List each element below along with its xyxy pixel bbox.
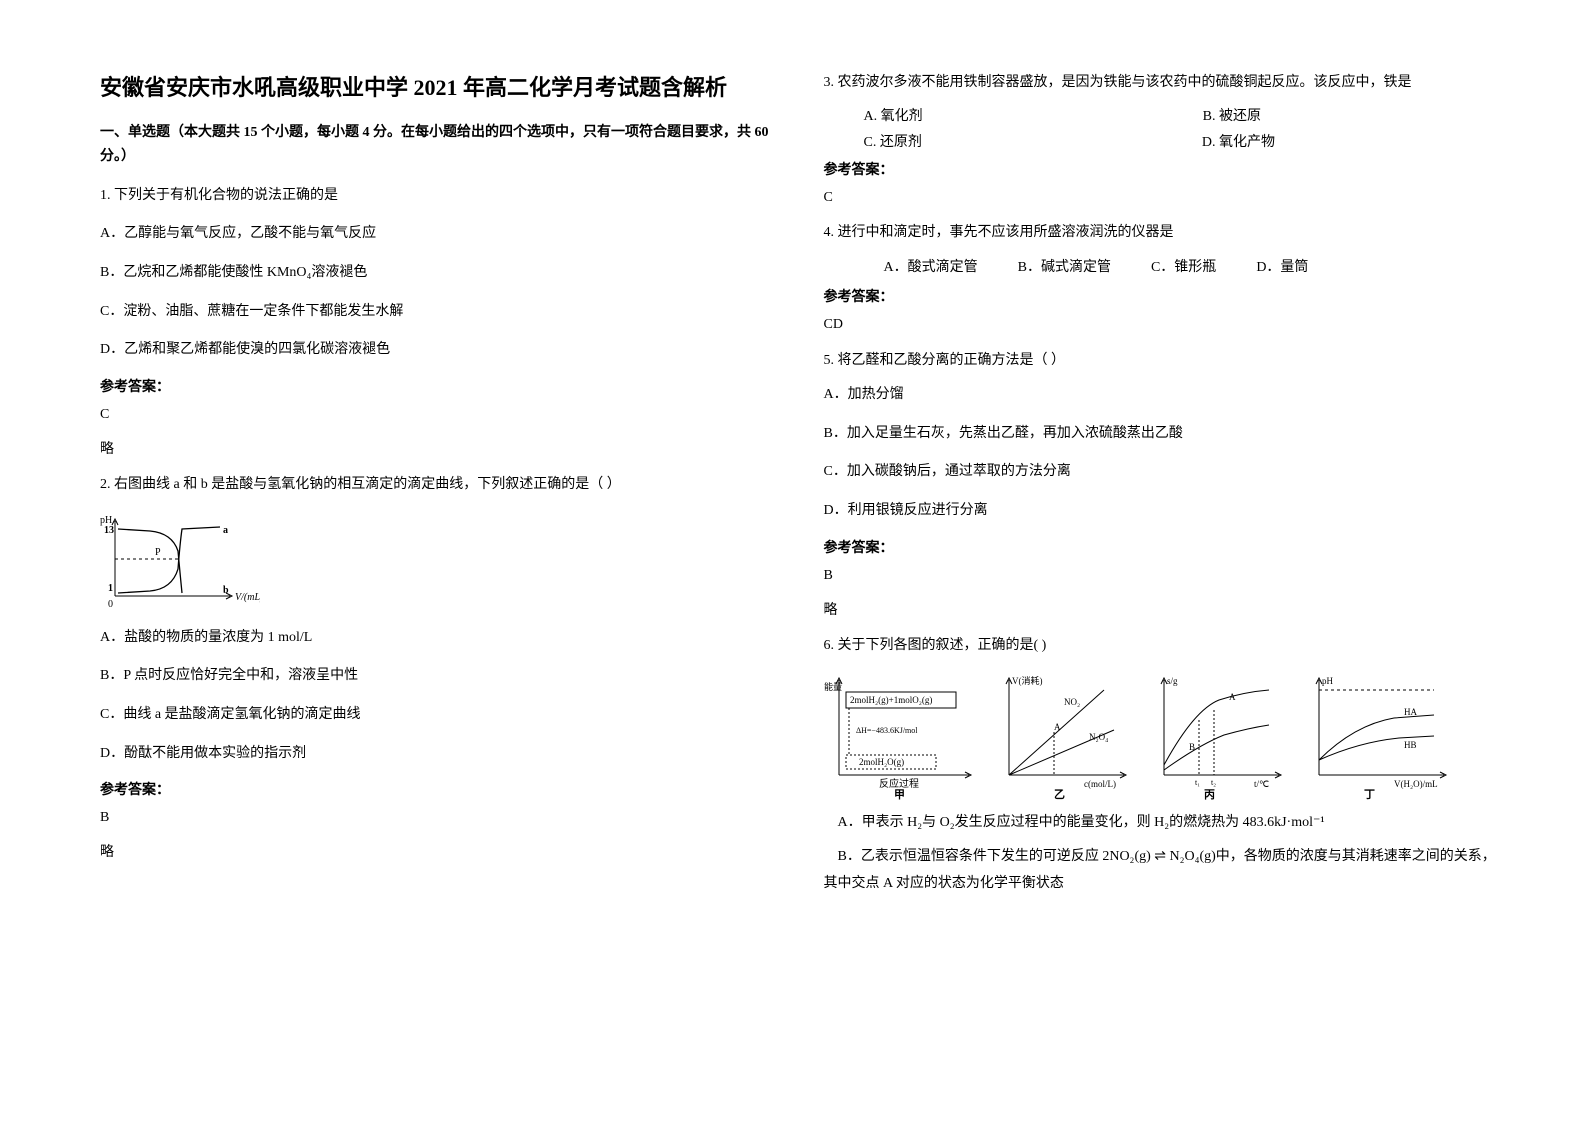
q6-yi-l1: NO₂ bbox=[1064, 697, 1080, 707]
q2-y-top: 13 bbox=[104, 525, 114, 536]
q3-ans-label: 参考答案： bbox=[824, 159, 1498, 179]
q2-stem: 2. 右图曲线 a 和 b 是盐酸与氢氧化钠的相互滴定的滴定曲线，下列叙述正确的… bbox=[100, 472, 774, 499]
q6-yi-l2: N₂O₄ bbox=[1089, 732, 1108, 742]
q6-figures: 2molH₂(g)+1molO₂(g) ΔH=−483.6KJ/mol 2mol… bbox=[824, 670, 1498, 800]
q4-stem: 4. 进行中和滴定时，事先不应该用所盛溶液润洗的仪器是 bbox=[824, 220, 1498, 247]
q2-origin: 0 bbox=[108, 599, 113, 610]
q6-bing-xlab: t/℃ bbox=[1254, 779, 1269, 789]
q6-jia-bot: 2molH₂O(g) bbox=[859, 757, 904, 767]
q1-stem: 1. 下列关于有机化合物的说法正确的是 bbox=[100, 183, 774, 210]
q2-ans-label: 参考答案： bbox=[100, 779, 774, 799]
q5-opt-c: C．加入碳酸钠后，通过萃取的方法分离 bbox=[824, 459, 1498, 486]
q6-ding-l2: HB bbox=[1404, 740, 1417, 750]
q6-yi-xlab: c(mol/L) bbox=[1084, 779, 1116, 789]
q2-opt-c: C．曲线 a 是盐酸滴定氢氧化钠的滴定曲线 bbox=[100, 702, 774, 729]
left-column: 安徽省安庆市水吼高级职业中学 2021 年高二化学月考试题含解析 一、单选题（本… bbox=[100, 70, 774, 1092]
q6-bing-tag: 丙 bbox=[1204, 788, 1215, 800]
q3-opt-c: C. 还原剂 bbox=[864, 131, 922, 151]
q6-stem: 6. 关于下列各图的叙述，正确的是( ) bbox=[824, 633, 1498, 660]
q1-note: 略 bbox=[100, 437, 774, 462]
q6-yi-tag: 乙 bbox=[1054, 788, 1065, 800]
q6-ding-ylab: pH bbox=[1322, 676, 1334, 686]
q6-yi-ylab: V(消耗) bbox=[1012, 675, 1043, 686]
q4-opt-c: C．锥形瓶 bbox=[1151, 256, 1216, 276]
q1-ans: C bbox=[100, 402, 774, 427]
q2-opt-a: A．盐酸的物质的量浓度为 1 mol/L bbox=[100, 625, 774, 652]
q1-opt-a: A．乙醇能与氧气反应，乙酸不能与氧气反应 bbox=[100, 221, 774, 248]
q4-opt-a: A．酸式滴定管 bbox=[884, 256, 978, 276]
q1-opt-b: B．乙烷和乙烯都能使酸性 KMnO₄溶液褪色 bbox=[100, 260, 774, 287]
q2-opt-b: B．P 点时反应恰好完全中和，溶液呈中性 bbox=[100, 663, 774, 690]
q6-bing-t2: t₂ bbox=[1211, 778, 1216, 787]
exam-title: 安徽省安庆市水吼高级职业中学 2021 年高二化学月考试题含解析 bbox=[100, 70, 774, 105]
q6-jia-ylab: 能量 bbox=[824, 681, 842, 692]
q5-note: 略 bbox=[824, 598, 1498, 623]
q2-note: 略 bbox=[100, 840, 774, 865]
q4-opt-d: D．量筒 bbox=[1256, 256, 1308, 276]
q2-opt-d: D．酚酞不能用做本实验的指示剂 bbox=[100, 741, 774, 768]
q3-opt-d: D. 氧化产物 bbox=[1202, 131, 1275, 151]
q6-opt-b: B．乙表示恒温恒容条件下发生的可逆反应 2NO₂(g) ⇌ N₂O₄(g)中，各… bbox=[824, 844, 1498, 897]
section-1-heading: 一、单选题（本大题共 15 个小题，每小题 4 分。在每小题给出的四个选项中，只… bbox=[100, 121, 774, 169]
q1-opt-d: D．乙烯和聚乙烯都能使溴的四氯化碳溶液褪色 bbox=[100, 337, 774, 364]
q4-ans-label: 参考答案： bbox=[824, 286, 1498, 306]
q3-opt-a: A. 氧化剂 bbox=[864, 105, 923, 125]
q5-opt-b: B．加入足量生石灰，先蒸出乙醛，再加入浓硫酸蒸出乙酸 bbox=[824, 421, 1498, 448]
q5-opt-d: D．利用银镜反应进行分离 bbox=[824, 498, 1498, 525]
q5-opt-a: A．加热分馏 bbox=[824, 382, 1498, 409]
q6-bing-l2: B bbox=[1189, 742, 1195, 752]
q4-opt-b: B．碱式滴定管 bbox=[1018, 256, 1111, 276]
q2-figure: pH 13 P a b 1 0 V/(mL) bbox=[100, 511, 774, 611]
q6-jia-mid: ΔH=−483.6KJ/mol bbox=[856, 726, 918, 735]
q2-ans: B bbox=[100, 805, 774, 830]
q2-p-label: P bbox=[155, 547, 161, 558]
q6-bing-l1: A bbox=[1229, 692, 1236, 702]
q6-jia-top: 2molH₂(g)+1molO₂(g) bbox=[850, 695, 932, 705]
q5-ans: B bbox=[824, 563, 1498, 588]
q2-xaxis-label: V/(mL) bbox=[235, 592, 260, 603]
q2-y-bottom: 1 bbox=[108, 583, 113, 594]
q5-stem: 5. 将乙醛和乙酸分离的正确方法是（ ） bbox=[824, 348, 1498, 375]
q3-ans: C bbox=[824, 185, 1498, 210]
q1-opt-c: C．淀粉、油脂、蔗糖在一定条件下都能发生水解 bbox=[100, 299, 774, 326]
q6-bing-t1: t₁ bbox=[1195, 778, 1200, 787]
q2-b-label: b bbox=[223, 585, 229, 596]
q6-ding-xlab: V(H₂O)/mL bbox=[1394, 779, 1438, 789]
q5-ans-label: 参考答案： bbox=[824, 537, 1498, 557]
q6-bing-ylab: s/g bbox=[1167, 676, 1178, 686]
q6-jia-tag: 甲 bbox=[894, 788, 905, 800]
right-column: 3. 农药波尔多液不能用铁制容器盛放，是因为铁能与该农药中的硫酸铜起反应。该反应… bbox=[824, 70, 1498, 1092]
q3-stem: 3. 农药波尔多液不能用铁制容器盛放，是因为铁能与该农药中的硫酸铜起反应。该反应… bbox=[824, 70, 1498, 97]
q6-opt-a: A．甲表示 H₂与 O₂发生反应过程中的能量变化，则 H₂的燃烧热为 483.6… bbox=[824, 810, 1498, 837]
q6-ding-tag: 丁 bbox=[1364, 788, 1375, 800]
q6-yi-a: A bbox=[1054, 722, 1061, 732]
q6-ding-l1: HA bbox=[1404, 707, 1417, 717]
q3-opt-b: B. 被还原 bbox=[1203, 105, 1261, 125]
q4-ans: CD bbox=[824, 312, 1498, 337]
q2-a-label: a bbox=[223, 525, 228, 536]
q1-ans-label: 参考答案： bbox=[100, 376, 774, 396]
